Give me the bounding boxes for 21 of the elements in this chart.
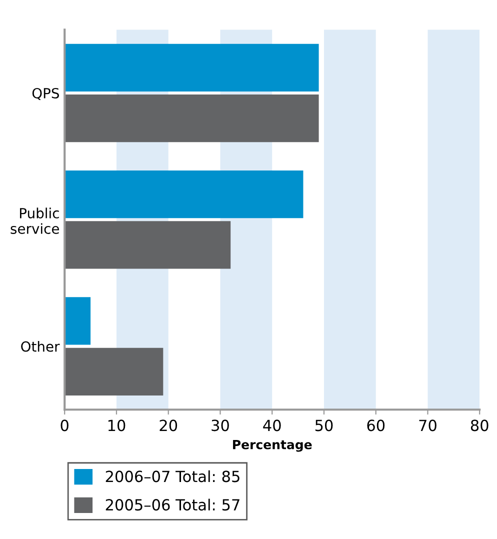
bar bbox=[64, 94, 319, 142]
x-tick-label: 20 bbox=[160, 420, 178, 432]
x-tick-label: 10 bbox=[108, 420, 126, 432]
x-tick-label: 60 bbox=[367, 420, 385, 432]
x-tick-label: 50 bbox=[315, 420, 333, 432]
y-tick-label: Other bbox=[21, 341, 60, 352]
x-tick-label: 70 bbox=[419, 420, 436, 432]
x-tick-label: 30 bbox=[212, 420, 229, 432]
y-tick-label: Public service bbox=[10, 208, 60, 234]
bar bbox=[64, 348, 164, 396]
x-axis-title: Percentage bbox=[233, 440, 312, 452]
y-tick-label: QPS bbox=[32, 88, 59, 100]
bar bbox=[64, 170, 304, 218]
x-tick-label: 40 bbox=[263, 420, 281, 432]
legend-label: 2006–07 Total: 85 bbox=[106, 470, 240, 482]
bar bbox=[64, 221, 231, 269]
bar bbox=[64, 297, 91, 345]
x-tick-label: 80 bbox=[470, 420, 488, 432]
x-tick-label: 0 bbox=[60, 420, 68, 432]
legend-label: 2005–06 Total: 57 bbox=[106, 498, 240, 511]
bar bbox=[64, 44, 319, 92]
